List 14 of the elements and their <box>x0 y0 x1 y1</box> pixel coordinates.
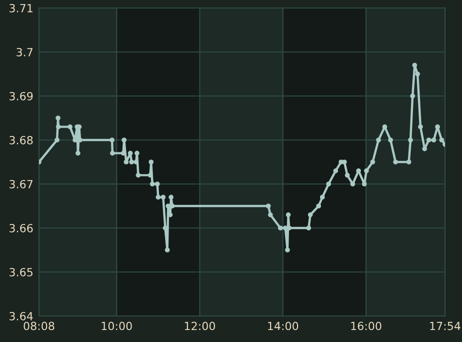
y-tick-label: 3.67 <box>10 180 32 188</box>
y-tick-label: 3.66 <box>10 224 33 232</box>
y-tick-label: 3.7 <box>16 48 32 56</box>
y-tick-label: 3.69 <box>10 92 33 100</box>
x-tick-label: 12:00 <box>184 322 216 330</box>
x-tick-label: 14:00 <box>268 322 298 330</box>
x-tick-label: 10:00 <box>102 322 132 330</box>
x-tick-label: 08:08 <box>24 322 54 330</box>
x-tick-label: 17:54 <box>430 322 460 330</box>
y-tick-label: 3.65 <box>10 268 32 276</box>
x-tick-label: 16:00 <box>351 322 382 330</box>
y-tick-label: 3.68 <box>10 136 33 144</box>
y-tick-label: 3.64 <box>10 312 33 320</box>
y-tick-label: 3.71 <box>10 4 32 12</box>
